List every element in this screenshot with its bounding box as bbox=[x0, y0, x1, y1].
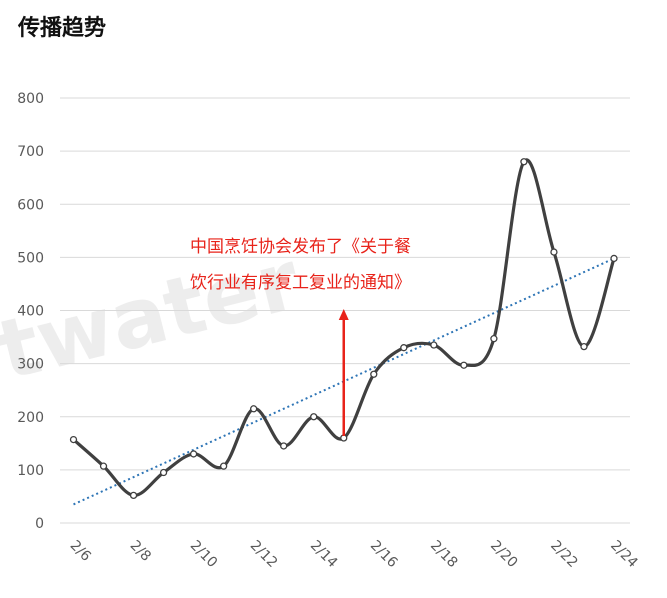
chart-title: 传播趋势 bbox=[18, 16, 107, 41]
y-tick-label: 400 bbox=[17, 304, 44, 320]
annotation-text-line1: 中国烹饪协会发布了《关于餐 bbox=[190, 236, 411, 257]
y-tick-label: 500 bbox=[17, 250, 44, 266]
y-tick-label: 200 bbox=[17, 410, 44, 426]
series-line bbox=[72, 158, 616, 497]
data-point bbox=[189, 450, 198, 458]
y-axis-ticks: 0 100 200 300 400 500 600 700 800 bbox=[17, 91, 44, 532]
data-point bbox=[430, 341, 438, 349]
data-point bbox=[370, 370, 378, 378]
data-point bbox=[219, 462, 228, 470]
data-point bbox=[159, 468, 168, 477]
data-point bbox=[310, 413, 318, 421]
data-point bbox=[610, 254, 618, 263]
series-path bbox=[72, 158, 616, 497]
x-tick-label: 2/18 bbox=[427, 538, 461, 572]
x-tick-label: 2/8 bbox=[127, 538, 154, 565]
y-tick-label: 800 bbox=[17, 91, 44, 107]
data-point bbox=[129, 491, 138, 500]
data-point bbox=[580, 342, 588, 351]
data-point bbox=[490, 335, 498, 343]
annotation-arrowhead bbox=[338, 309, 349, 320]
x-tick-label: 2/24 bbox=[607, 538, 641, 572]
data-point bbox=[69, 435, 78, 444]
data-point bbox=[250, 405, 258, 413]
x-tick-label: 2/6 bbox=[67, 538, 94, 565]
data-point bbox=[520, 158, 528, 166]
y-tick-label: 600 bbox=[17, 197, 44, 213]
data-point bbox=[400, 344, 408, 352]
annotation-text-line2: 饮行业有序复工复业的通知》 bbox=[190, 273, 411, 293]
y-tick-label: 100 bbox=[17, 463, 44, 479]
x-tick-label: 2/10 bbox=[187, 538, 221, 572]
y-tick-label: 300 bbox=[17, 357, 44, 373]
x-tick-label: 2/22 bbox=[547, 538, 581, 572]
y-tick-label: 700 bbox=[17, 144, 44, 160]
annotation: 中国烹饪协会发布了《关于餐 饮行业有序复工复业的通知》 bbox=[190, 236, 411, 436]
data-points bbox=[69, 158, 618, 500]
x-tick-label: 2/20 bbox=[487, 538, 521, 572]
gridlines bbox=[60, 97, 630, 524]
x-tick-label: 2/14 bbox=[307, 538, 341, 572]
x-axis-ticks: 2/6 2/8 2/10 2/12 2/14 2/16 2/18 2/20 2/22 2/24 bbox=[67, 538, 641, 572]
data-point bbox=[280, 442, 288, 450]
x-tick-label: 2/12 bbox=[247, 538, 281, 572]
data-point bbox=[99, 462, 108, 470]
y-tick-label: 0 bbox=[35, 516, 44, 532]
data-point bbox=[460, 361, 468, 369]
data-point bbox=[550, 248, 558, 256]
x-tick-label: 2/16 bbox=[367, 538, 401, 572]
